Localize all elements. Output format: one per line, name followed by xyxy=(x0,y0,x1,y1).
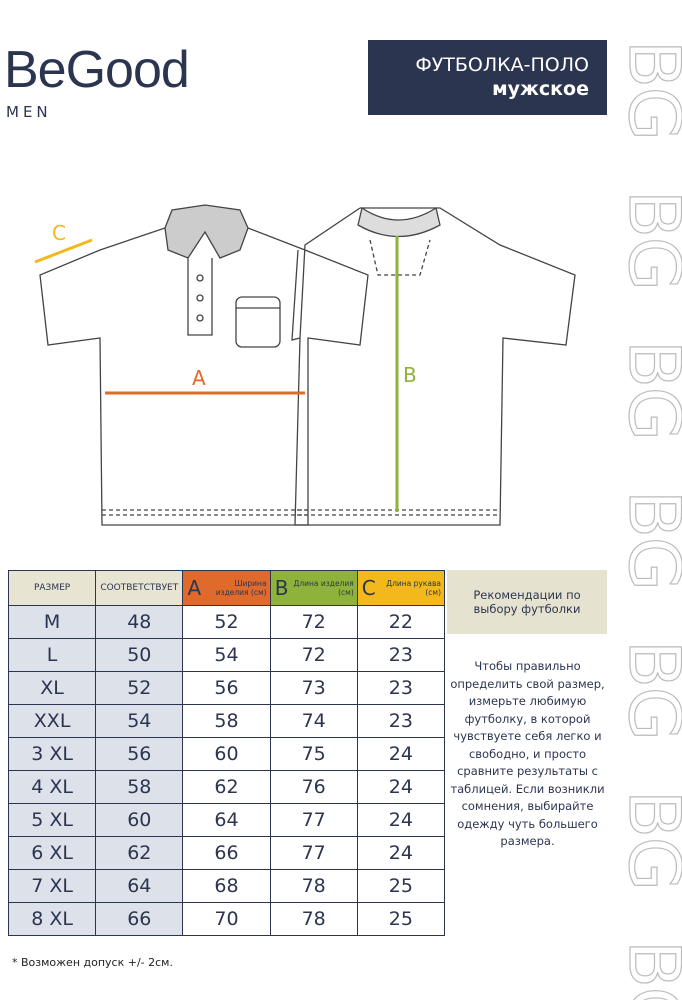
brand-sub: MEN xyxy=(6,103,52,121)
advice-text: Чтобы правильно определить свой размер, … xyxy=(450,659,605,848)
label-c: C xyxy=(52,221,66,245)
header-cell: A Ширина изделия (см) xyxy=(182,570,271,606)
title: ФУТБОЛКА-ПОЛО xyxy=(415,54,589,76)
cell: 78 xyxy=(269,869,358,903)
header-text: Длина рукава (см) xyxy=(386,579,441,597)
cell: 76 xyxy=(269,770,358,804)
cell: 54 xyxy=(95,704,184,738)
cell: 48 xyxy=(95,605,184,639)
label-b: B xyxy=(403,363,417,387)
cell: 50 xyxy=(95,638,184,672)
header-text: Ширина изделия (см) xyxy=(215,579,267,597)
size-row: L 50 54 72 23 xyxy=(7,638,446,672)
cell: 70 xyxy=(182,902,271,936)
shirt-back xyxy=(291,206,576,526)
header-letter: A xyxy=(187,576,202,600)
arrow-c xyxy=(34,238,93,264)
header-cell: РАЗМЕР xyxy=(7,570,97,606)
size-row: 6 XL 62 66 77 24 xyxy=(7,836,446,870)
subtitle: мужское xyxy=(492,78,589,100)
watermark: BG xyxy=(613,940,682,1000)
cell: 54 xyxy=(182,638,271,672)
cell: 77 xyxy=(269,803,358,837)
header-text: Длина изделия (см) xyxy=(293,579,354,597)
cell: 25 xyxy=(356,869,446,903)
cell: XL xyxy=(7,671,97,705)
cell: 72 xyxy=(269,638,358,672)
cell: 60 xyxy=(95,803,184,837)
advice-title: Рекомендации по выбору футболки xyxy=(447,570,607,634)
cell: 75 xyxy=(269,737,358,771)
watermark: BG xyxy=(613,640,682,741)
shirt-front xyxy=(39,204,369,526)
cell: 22 xyxy=(356,605,446,639)
header-row: РАЗМЕР СООТВЕТСТВУЕТ A Ширина изделия (см) B… xyxy=(7,570,446,606)
cell: 62 xyxy=(95,836,184,870)
watermark: BG xyxy=(613,40,682,141)
footnote: * Возможен допуск +/- 2см. xyxy=(12,956,173,969)
cell: M xyxy=(7,605,97,639)
label-a: A xyxy=(192,366,206,390)
cell: 68 xyxy=(182,869,271,903)
header-cell: C Длина рукава (см) xyxy=(356,570,446,606)
watermark: BG xyxy=(613,340,682,441)
header-cell: B Длина изделия (см) xyxy=(269,570,358,606)
cell: 64 xyxy=(95,869,184,903)
cell: 78 xyxy=(269,902,358,936)
cell: 66 xyxy=(182,836,271,870)
cell: 4 XL xyxy=(7,770,97,804)
cell: 77 xyxy=(269,836,358,870)
header-cell: СООТВЕТСТВУЕТ xyxy=(95,570,184,606)
cell: 56 xyxy=(182,671,271,705)
cell: 58 xyxy=(95,770,184,804)
cell: XXL xyxy=(7,704,97,738)
cell: 8 XL xyxy=(7,902,97,936)
cell: 72 xyxy=(269,605,358,639)
cell: 3 XL xyxy=(7,737,97,771)
cell: 56 xyxy=(95,737,184,771)
size-row: 5 XL 60 64 77 24 xyxy=(7,803,446,837)
cell: 23 xyxy=(356,638,446,672)
watermark: BG xyxy=(613,490,682,591)
cell: 5 XL xyxy=(7,803,97,837)
size-row: 7 XL 64 68 78 25 xyxy=(7,869,446,903)
cell: 23 xyxy=(356,671,446,705)
cell: 24 xyxy=(356,836,446,870)
brand: BeGood xyxy=(4,41,190,99)
watermark: BG xyxy=(613,790,682,891)
size-table: РАЗМЕР СООТВЕТСТВУЕТ A Ширина изделия (см) B… xyxy=(7,570,446,936)
cell: 73 xyxy=(269,671,358,705)
cell: 52 xyxy=(182,605,271,639)
cell: 24 xyxy=(356,803,446,837)
size-row: 8 XL 66 70 78 25 xyxy=(7,902,446,936)
cell: 52 xyxy=(95,671,184,705)
cell: 25 xyxy=(356,902,446,936)
size-row: XL 52 56 73 23 xyxy=(7,671,446,705)
size-row: XXL 54 58 74 23 xyxy=(7,704,446,738)
size-row: M 48 52 72 22 xyxy=(7,605,446,639)
cell: 60 xyxy=(182,737,271,771)
cell: 66 xyxy=(95,902,184,936)
cell: 58 xyxy=(182,704,271,738)
cell: 23 xyxy=(356,704,446,738)
size-row: 3 XL 56 60 75 24 xyxy=(7,737,446,771)
title-box: ФУТБОЛКА-ПОЛО мужское xyxy=(368,40,607,115)
header-content: A Ширина изделия (см) xyxy=(183,571,269,605)
watermark: BG xyxy=(613,190,682,291)
cell: 24 xyxy=(356,770,446,804)
header-content: C Длина рукава (см) xyxy=(358,571,444,605)
header-letter: B xyxy=(274,576,289,600)
cell: L xyxy=(7,638,97,672)
cell: 7 XL xyxy=(7,869,97,903)
header-content: B Длина изделия (см) xyxy=(271,571,357,605)
cell: 64 xyxy=(182,803,271,837)
cell: 6 XL xyxy=(7,836,97,870)
cell: 62 xyxy=(182,770,271,804)
cell: 74 xyxy=(269,704,358,738)
size-row: 4 XL 58 62 76 24 xyxy=(7,770,446,804)
cell: 24 xyxy=(356,737,446,771)
header-letter: C xyxy=(361,576,376,600)
